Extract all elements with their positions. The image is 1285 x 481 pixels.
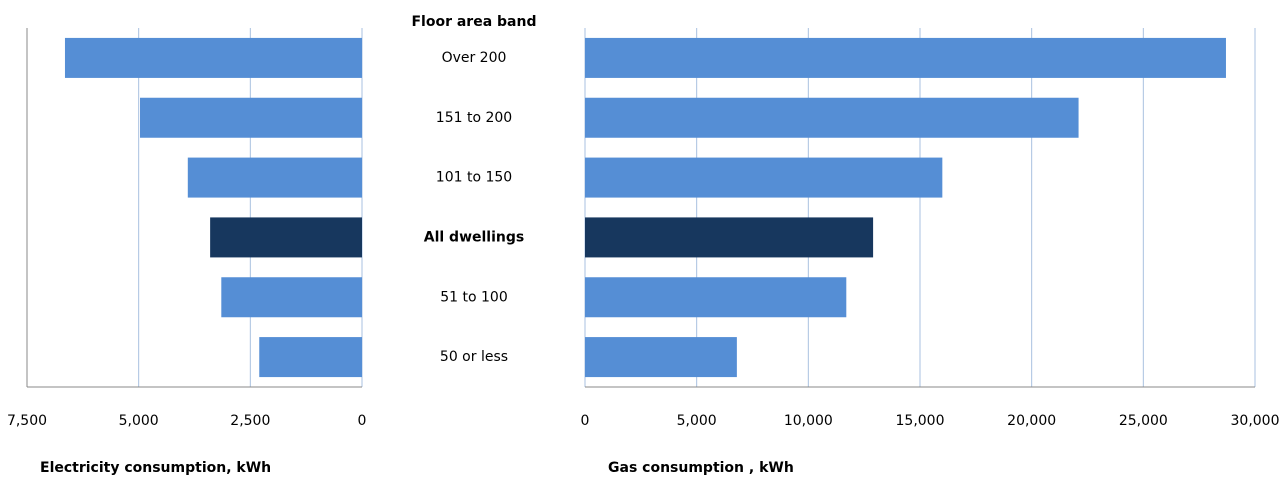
bar xyxy=(187,157,362,198)
bar xyxy=(221,277,362,318)
axis-title: Electricity consumption, kWh xyxy=(40,460,271,476)
bar xyxy=(585,337,737,378)
bar xyxy=(585,97,1079,138)
category-label: 51 to 100 xyxy=(440,289,508,305)
category-label: 101 to 150 xyxy=(436,170,512,186)
x-tick-label: 15,000 xyxy=(896,413,945,429)
axis-title: Gas consumption , kWh xyxy=(608,460,794,476)
bar xyxy=(64,37,362,78)
bar xyxy=(585,277,847,318)
x-tick-label: 5,000 xyxy=(677,413,717,429)
x-tick-label: 25,000 xyxy=(1119,413,1168,429)
category-label: 50 or less xyxy=(440,349,508,365)
x-tick-label: 10,000 xyxy=(784,413,833,429)
bar xyxy=(585,217,874,258)
category-label: 151 to 200 xyxy=(436,110,512,126)
x-tick-label: 0 xyxy=(358,413,367,429)
bar xyxy=(210,217,362,258)
x-tick-label: 30,000 xyxy=(1231,413,1280,429)
category-label: All dwellings xyxy=(424,229,524,245)
x-tick-label: 5,000 xyxy=(119,413,159,429)
category-label: Over 200 xyxy=(442,50,507,66)
x-tick-label: 0 xyxy=(581,413,590,429)
x-tick-label: 7,500 xyxy=(7,413,47,429)
bar xyxy=(259,337,362,378)
bar xyxy=(140,97,362,138)
category-title: Floor area band xyxy=(411,14,536,30)
x-tick-label: 20,000 xyxy=(1007,413,1056,429)
bar xyxy=(585,157,943,198)
bar xyxy=(585,37,1226,78)
x-tick-label: 2,500 xyxy=(230,413,270,429)
